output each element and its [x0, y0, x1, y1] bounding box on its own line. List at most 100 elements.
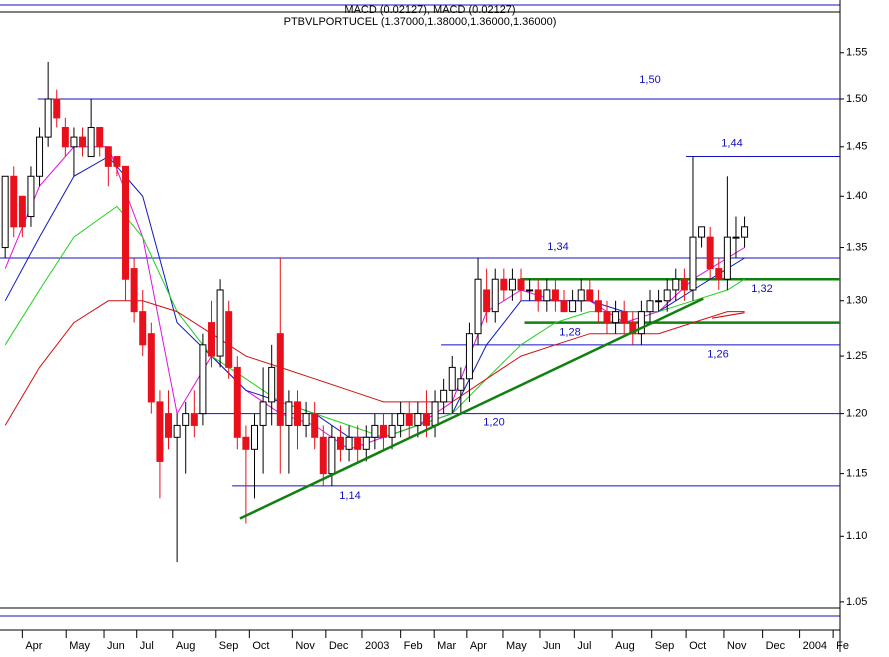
candle-body	[208, 322, 216, 357]
candle-body	[18, 195, 26, 228]
candle-body	[36, 136, 44, 177]
chart-subtitle: MACD (0.02127), MACD (0.02127)	[344, 4, 515, 16]
trendline	[711, 312, 745, 319]
candle-body	[10, 175, 18, 228]
candle-body	[156, 401, 164, 462]
x-tick-label: Aug	[176, 640, 196, 652]
candle-body	[534, 289, 542, 302]
candle-body	[491, 278, 499, 313]
candle-body	[612, 311, 620, 324]
candle-body	[293, 401, 301, 426]
candle-body	[680, 278, 688, 291]
candle-body	[405, 413, 413, 426]
x-tick-label: Nov	[295, 640, 315, 652]
candle-body	[431, 401, 439, 426]
candle-body	[560, 300, 568, 313]
y-tick-label: 1.45	[846, 141, 867, 153]
level-label: 1,14	[339, 490, 360, 502]
level-label: 1,26	[707, 349, 728, 361]
candle-body	[663, 289, 671, 302]
y-tick-label: 1.05	[846, 596, 867, 608]
candle-body	[139, 311, 147, 346]
candle-body	[508, 278, 516, 291]
candle-body	[113, 156, 121, 167]
candle-body	[53, 98, 61, 119]
candle-body	[586, 289, 594, 302]
candle-body	[723, 236, 731, 280]
y-tick-label: 1.20	[846, 408, 867, 420]
candle-body	[27, 175, 35, 218]
candle-body	[147, 333, 155, 403]
candle-body	[233, 366, 241, 438]
y-tick-label: 1.35	[846, 241, 867, 253]
candle-body	[61, 126, 69, 148]
candle-body	[70, 136, 78, 148]
candle-body	[594, 300, 602, 313]
chart-title: PTBVLPORTUCEL (1.37000,1.38000,1.36000,1…	[284, 16, 557, 28]
y-tick-label: 1.55	[846, 47, 867, 59]
candle-body	[1, 175, 9, 249]
candle-body	[276, 333, 284, 426]
candle-body	[104, 146, 112, 167]
x-tick-label: Jun	[543, 640, 561, 652]
candle-body	[706, 236, 714, 270]
candle-body	[672, 278, 680, 291]
candle-body	[285, 401, 293, 426]
x-tick-label: 2003	[365, 640, 389, 652]
candle-body	[577, 289, 585, 302]
level-label: 1,44	[721, 137, 742, 149]
candle-body	[732, 236, 740, 239]
y-tick-label: 1.40	[846, 190, 867, 202]
candle-body	[543, 289, 551, 302]
candle-body	[379, 424, 387, 438]
x-tick-label: May	[506, 640, 527, 652]
candle-body	[457, 378, 465, 391]
level-label: 1,34	[547, 241, 568, 253]
candle-body	[465, 333, 473, 380]
x-tick-label: Apr	[470, 640, 487, 652]
x-tick-label: Jul	[140, 640, 154, 652]
x-tick-label: Dec	[766, 640, 786, 652]
candle-body	[302, 413, 310, 426]
candle-body	[526, 289, 534, 292]
level-label: 1,20	[483, 417, 504, 429]
candle-body	[199, 344, 207, 415]
candle-body	[371, 424, 379, 438]
x-tick-label: Oct	[252, 640, 269, 652]
candle-body	[414, 413, 422, 426]
candle-body	[741, 226, 749, 238]
x-tick-label: Jun	[107, 640, 125, 652]
candle-body	[362, 436, 370, 450]
candle-body	[637, 311, 645, 335]
y-tick-label: 1.30	[846, 295, 867, 307]
candle-body	[620, 311, 628, 324]
candle-body	[655, 300, 663, 303]
candle-body	[190, 413, 198, 426]
candle-body	[216, 289, 224, 357]
candle-body	[242, 436, 250, 450]
y-tick-label: 1.15	[846, 468, 867, 480]
candle-body	[483, 289, 491, 313]
level-label: 1,32	[751, 283, 772, 295]
candle-body	[96, 126, 104, 148]
x-tick-label: Nov	[727, 640, 747, 652]
candle-body	[603, 311, 611, 324]
candle-body	[345, 436, 353, 450]
candle-body	[44, 98, 52, 138]
x-tick-label: Feb	[404, 640, 423, 652]
x-tick-label: Mar	[437, 640, 456, 652]
candle-body	[259, 401, 267, 426]
x-tick-label: Apr	[25, 640, 42, 652]
candle-body	[354, 436, 362, 450]
candle-body	[474, 278, 482, 335]
candle-body	[698, 226, 706, 238]
candle-body	[629, 322, 637, 335]
candle-body	[440, 389, 448, 403]
candle-body	[268, 366, 276, 403]
trendline	[239, 297, 704, 520]
level-label: 1,28	[559, 327, 580, 339]
y-tick-label: 1.10	[846, 530, 867, 542]
candle-body	[79, 136, 87, 148]
x-tick-label: May	[69, 640, 90, 652]
